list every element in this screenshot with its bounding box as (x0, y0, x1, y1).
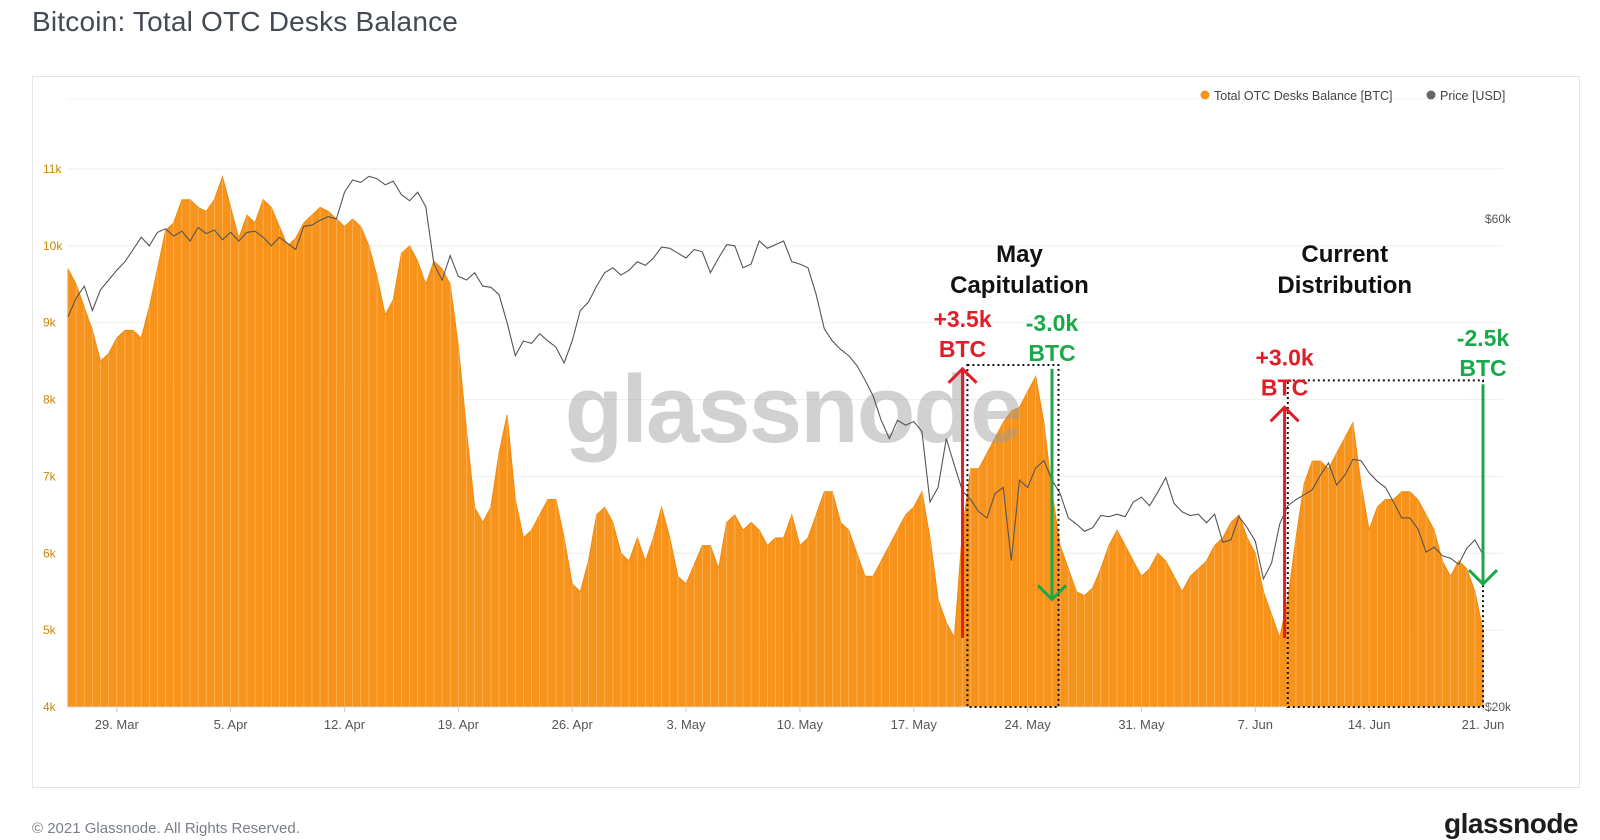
copyright-text: © 2021 Glassnode. All Rights Reserved. (32, 820, 300, 837)
arrow-head (947, 366, 978, 384)
x-tick-label: 3. May (667, 717, 707, 732)
x-tick-label: 10. May (777, 717, 824, 732)
decrease-arrow: -3.0k BTC (1026, 310, 1079, 602)
annotation-box (1286, 379, 1485, 708)
annotation-label-line: Distribution (1277, 272, 1412, 299)
annotation-label-line: May (996, 241, 1043, 268)
legend-entry-label: Total OTC Desks Balance [BTC] (1214, 89, 1393, 103)
y-right-tick-label: $60k (1485, 212, 1512, 226)
y-left-tick-label: 6k (43, 546, 57, 560)
y-left-tick-label: 4k (43, 700, 57, 714)
chart-panel: glassnode 4k 5k 6k 7k 8k 9k 10k 11k $20k $60k 29. M… (32, 76, 1580, 788)
legend-marker (1200, 90, 1210, 100)
watermark-text: glassnode (565, 356, 1022, 463)
annotation-unit-label: BTC (1028, 340, 1075, 366)
x-axis: 29. Mar 5. Apr 12. Apr 19. Apr 26. Apr 3. May… (68, 706, 1505, 732)
x-tick-label: 14. Jun (1348, 717, 1391, 732)
annotation-unit-label: BTC (1261, 374, 1308, 400)
y-axis-left: 4k 5k 6k 7k 8k 9k 10k 11k (43, 162, 63, 714)
annotation-value-label: -3.0k (1026, 310, 1079, 336)
annotation-label-line: Capitulation (950, 272, 1089, 299)
balance-area (67, 175, 1484, 708)
x-tick-label: 12. Apr (324, 717, 366, 732)
arrow-head (1269, 405, 1300, 423)
annotation-value-label: +3.0k (1255, 344, 1313, 370)
x-tick-label: 17. May (891, 717, 938, 732)
legend-marker (1426, 90, 1436, 100)
annotation-box (966, 363, 1060, 708)
y-left-tick-label: 8k (43, 393, 57, 407)
annotation-unit-label: BTC (939, 336, 986, 362)
increase-arrow: +3.0k BTC (1255, 344, 1314, 638)
y-left-tick-label: 5k (43, 623, 57, 637)
increase-arrow: +3.5k BTC (933, 306, 992, 638)
x-tick-label: 26. Apr (552, 717, 594, 732)
price-line (67, 175, 1484, 581)
glassnode-logo: glassnode (1444, 808, 1578, 839)
x-tick-label: 24. May (1004, 717, 1051, 732)
y-left-tick-label: 9k (43, 316, 57, 330)
decrease-arrow: -2.5k BTC (1457, 325, 1510, 587)
x-tick-label: 7. Jun (1238, 717, 1273, 732)
page-title: Bitcoin: Total OTC Desks Balance (32, 6, 459, 37)
arrow-head (1467, 568, 1499, 587)
x-tick-label: 29. Mar (95, 717, 140, 732)
legend: Total OTC Desks Balance [BTC] Price [USD] (1200, 89, 1505, 103)
legend-entry-label: Price [USD] (1440, 89, 1505, 103)
annotations: May Capitulation Current Distribution +3.5k B… (933, 241, 1510, 708)
y-left-tick-label: 11k (43, 162, 62, 176)
annotation-value-label: -2.5k (1457, 325, 1510, 351)
y-axis-right: $20k$60k (1485, 212, 1512, 714)
arrow-head (1036, 584, 1068, 602)
y-left-tick-label: 7k (43, 469, 57, 483)
x-tick-label: 5. Apr (214, 717, 249, 732)
annotation-value-label: +3.5k (933, 306, 991, 332)
x-tick-label: 19. Apr (438, 717, 480, 732)
annotation-label-line: Current (1301, 241, 1388, 268)
y-left-tick-label: 10k (43, 239, 63, 253)
x-tick-label: 21. Jun (1462, 717, 1505, 732)
annotation-unit-label: BTC (1459, 355, 1506, 381)
x-tick-label: 31. May (1118, 717, 1165, 732)
